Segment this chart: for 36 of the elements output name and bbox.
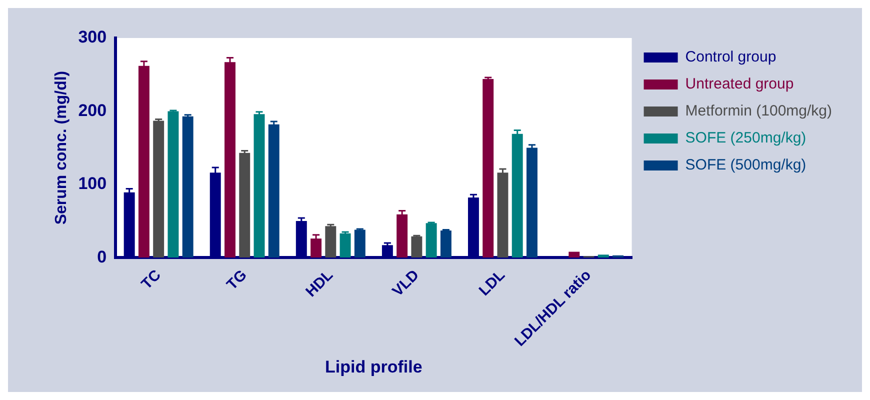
bar xyxy=(325,226,336,258)
x-tick-label: TC xyxy=(138,266,164,293)
legend-label: Metformin (100mg/kg) xyxy=(685,102,832,120)
bar xyxy=(612,255,624,258)
legend-label: Control group xyxy=(685,48,776,66)
bar xyxy=(239,152,250,258)
bar xyxy=(268,124,280,258)
bar xyxy=(568,252,580,258)
bar xyxy=(168,111,179,258)
bar xyxy=(340,233,351,258)
bar xyxy=(426,223,437,258)
x-tick-label: TG xyxy=(224,266,250,294)
bar xyxy=(254,114,265,258)
x-tick-label: VLD xyxy=(389,266,423,300)
y-tick-label: 0 xyxy=(97,247,107,266)
bar xyxy=(411,236,422,258)
y-tick-label: 100 xyxy=(78,174,107,194)
x-axis-title: Lipid profile xyxy=(325,357,422,376)
bar xyxy=(482,78,494,258)
x-tick-label: HDL xyxy=(302,266,336,300)
bar xyxy=(440,230,452,258)
bar xyxy=(598,254,609,258)
bar xyxy=(182,116,194,258)
legend-label: SOFE (500mg/kg) xyxy=(685,156,806,174)
bar xyxy=(153,120,164,258)
bar xyxy=(354,230,366,258)
bar xyxy=(526,148,538,258)
bar xyxy=(512,134,523,258)
bar xyxy=(497,172,508,258)
y-axis-title: Serum conc. (mg/dl) xyxy=(53,70,70,225)
legend-label: SOFE (250mg/kg) xyxy=(685,130,806,147)
legend-label: Untreated group xyxy=(685,76,794,93)
x-tick-label: LDL xyxy=(476,266,508,300)
bar xyxy=(396,214,408,258)
y-tick-label: 300 xyxy=(78,28,107,47)
y-tick-label: 200 xyxy=(78,100,107,120)
